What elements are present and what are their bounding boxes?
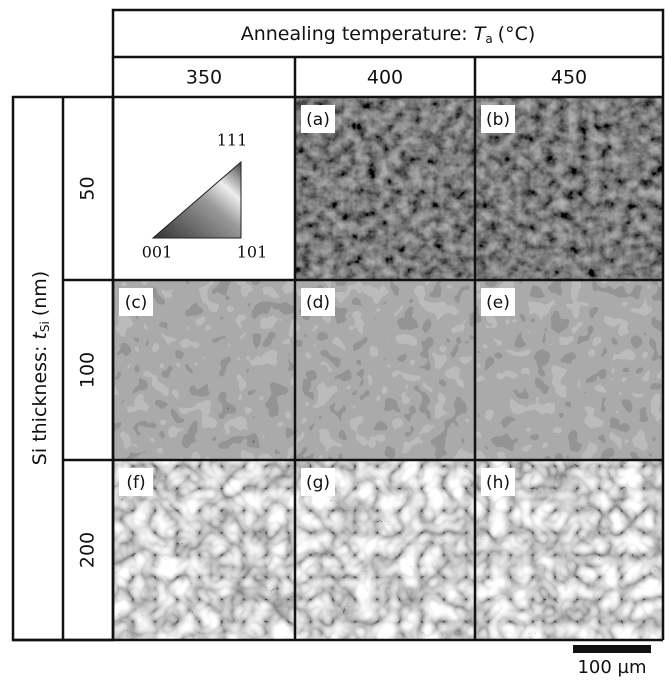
column-header: Annealing temperature: Ta(°C) [241, 23, 536, 46]
figure: Annealing temperature: Ta(°C) Si thickne… [0, 0, 667, 682]
column-label: 450 [551, 67, 587, 89]
panel-label: (a) [306, 110, 330, 130]
panel-label: (c) [125, 293, 148, 313]
row-label: 100 [77, 352, 99, 388]
panel-label: (g) [306, 473, 330, 493]
legend-label: 001 [142, 243, 173, 262]
column-label: 350 [186, 67, 222, 89]
panel-label: (f) [126, 473, 145, 493]
legend-label: 101 [237, 243, 268, 262]
row-label: 200 [77, 532, 99, 568]
scale-bar [573, 645, 651, 653]
panel-label: (d) [306, 293, 330, 313]
row-header: Si thickness: tSi(nm) [29, 271, 52, 465]
panel-label: (b) [486, 110, 510, 130]
column-label: 400 [367, 67, 403, 89]
panel-label: (e) [486, 293, 510, 313]
scale-bar-label: 100 µm [577, 657, 646, 678]
ipf-legend [153, 162, 241, 238]
panel-label: (h) [486, 473, 510, 493]
legend-label: 111 [217, 131, 248, 150]
row-label: 50 [77, 176, 99, 200]
